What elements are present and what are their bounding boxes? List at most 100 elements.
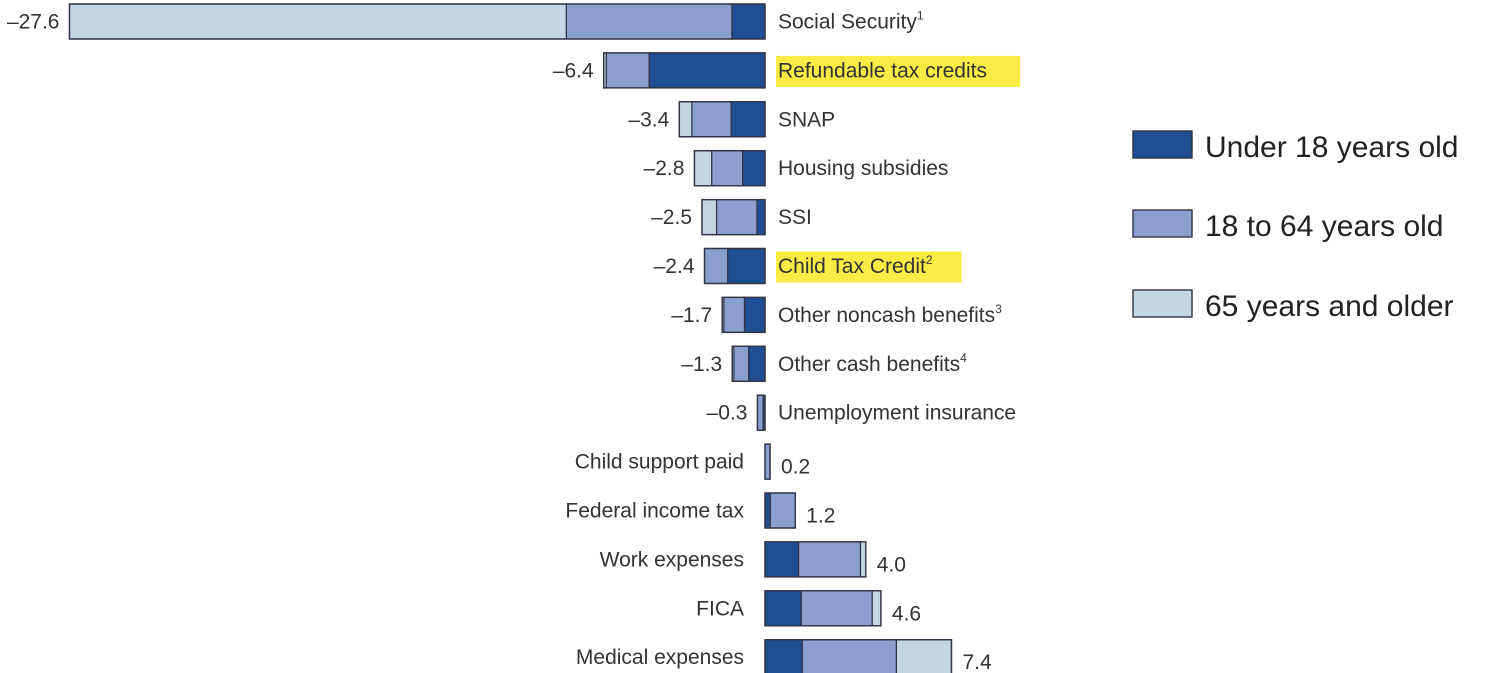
bar-medical-expenses-segment-18-to-64 [801, 639, 898, 673]
category-label-child-support-paid: Child support paid [575, 451, 744, 474]
category-label-federal-income-tax: Federal income tax [565, 500, 744, 523]
category-label-housing-subsidies: Housing subsidies [778, 157, 948, 180]
bar-unemployment-insurance-segment-18-to-64 [756, 394, 764, 431]
bar-child-tax-credit-segment-18-to-64 [703, 247, 729, 285]
bar-ssi-segment-65-and-older [701, 199, 718, 236]
row-ssi: SSI –2.5 [651, 198, 812, 236]
bar-refundable-tax-credits-segment-18-to-64 [605, 52, 650, 89]
legend-under-18-swatch [1132, 130, 1193, 159]
bar-medical-expenses-segment-under-18 [764, 639, 803, 673]
bar-social-security-segment-65-and-older [68, 3, 567, 40]
bar-housing-subsidies-segment-under-18 [742, 150, 766, 187]
legend-18-to-64-swatch [1132, 209, 1193, 238]
row-social-security: Social Security1 –27.6 [7, 3, 924, 40]
row-child-support-paid: Child support paid 0.2 [575, 443, 810, 480]
value-label-work-expenses: 4.0 [877, 553, 906, 576]
bar-social-security-segment-under-18 [731, 3, 766, 40]
legend-under-18: Under 18 years old [1132, 130, 1458, 164]
row-federal-income-tax: Federal income tax 1.2 [565, 492, 835, 529]
bar-fica-segment-18-to-64 [800, 590, 873, 627]
bar-federal-income-tax-segment-under-18 [764, 492, 771, 529]
value-label-unemployment-insurance: –0.3 [707, 402, 748, 425]
bar-social-security-segment-18-to-64 [565, 3, 733, 40]
bar-other-cash-benefits-segment-under-18 [748, 345, 766, 382]
bar-work-expenses-segment-65-and-older [859, 541, 867, 578]
bar-snap-segment-65-and-older [678, 101, 693, 138]
bar-snap-segment-18-to-64 [691, 101, 732, 138]
bar-housing-subsidies-segment-18-to-64 [711, 150, 744, 187]
bar-outline-child-support-paid [764, 443, 771, 480]
value-label-other-noncash-benefits: –1.7 [671, 304, 712, 327]
bar-other-cash-benefits-segment-18-to-64 [733, 345, 750, 382]
legend: Under 18 years old 18 to 64 years old 65 y… [1132, 130, 1458, 323]
row-medical-expenses: Medical expenses 7.4 [576, 639, 993, 673]
bar-fica-segment-65-and-older [871, 590, 882, 627]
value-label-federal-income-tax: 1.2 [806, 505, 835, 528]
bar-outline-child-tax-credit [703, 247, 766, 285]
bar-outline-housing-subsidies [693, 149, 766, 187]
row-fica: FICA 4.6 [696, 590, 921, 627]
bar-snap-segment-under-18 [730, 101, 766, 138]
legend-65-and-older-label: 65 years and older [1205, 290, 1454, 323]
value-label-fica: 4.6 [892, 602, 921, 625]
bar-outline-snap [678, 101, 766, 138]
bar-outline-other-noncash-benefits [721, 296, 766, 334]
category-label-other-noncash-benefits: Other noncash benefits3 [778, 302, 1002, 327]
bar-work-expenses-segment-18-to-64 [797, 541, 862, 578]
legend-65-and-older: 65 years and older [1132, 289, 1454, 323]
category-text-unemployment-insurance: Unemployment insurance [778, 402, 1016, 425]
bar-outline-fica [764, 590, 882, 627]
bar-outline-federal-income-tax [764, 492, 796, 529]
highlight-refundable-tax-credits [776, 55, 1021, 87]
category-text-refundable-tax-credits: Refundable tax credits [778, 59, 987, 82]
category-label-fica: FICA [696, 597, 744, 620]
footnote-other-cash-benefits: 4 [960, 351, 967, 365]
bar-other-noncash-benefits-segment-18-to-64 [723, 296, 746, 333]
row-unemployment-insurance: Unemployment insurance –0.3 [707, 394, 1016, 431]
category-text-other-cash-benefits: Other cash benefits [778, 353, 960, 376]
category-label-unemployment-insurance: Unemployment insurance [778, 402, 1016, 425]
row-child-tax-credit: Child Tax Credit2 –2.4 [654, 247, 962, 285]
row-housing-subsidies: Housing subsidies –2.8 [644, 149, 948, 187]
value-label-housing-subsidies: –2.8 [644, 157, 685, 180]
value-label-child-tax-credit: –2.4 [654, 255, 695, 278]
legend-65-and-older-swatch [1132, 289, 1193, 318]
bar-child-support-paid-segment-18-to-64 [764, 443, 771, 480]
category-text-ssi: SSI [778, 206, 812, 229]
highlight-child-tax-credit [776, 251, 962, 283]
category-text-child-tax-credit: Child Tax Credit [778, 255, 926, 278]
value-label-medical-expenses: 7.4 [963, 651, 993, 673]
value-label-snap: –3.4 [628, 108, 669, 131]
row-other-noncash-benefits: Other noncash benefits3 –1.7 [671, 296, 1002, 334]
category-label-ssi: SSI [778, 206, 812, 229]
category-text-social-security: Social Security [778, 11, 917, 34]
category-label-refundable-tax-credits: Refundable tax credits [778, 59, 987, 82]
value-label-ssi: –2.5 [651, 206, 692, 229]
legend-under-18-label: Under 18 years old [1205, 131, 1458, 164]
category-label-social-security: Social Security1 [778, 9, 924, 34]
category-label-work-expenses: Work expenses [600, 548, 744, 571]
value-label-refundable-tax-credits: –6.4 [553, 59, 594, 82]
legend-18-to-64-label: 18 to 64 years old [1205, 210, 1444, 243]
bar-outline-social-security [68, 3, 766, 40]
bar-ssi-segment-under-18 [756, 199, 766, 236]
category-label-child-tax-credit: Child Tax Credit2 [778, 253, 933, 278]
bar-fica-segment-under-18 [764, 590, 802, 627]
value-label-other-cash-benefits: –1.3 [681, 353, 722, 376]
bar-refundable-tax-credits-segment-under-18 [648, 52, 766, 89]
value-label-social-security: –27.6 [7, 11, 60, 34]
bar-child-tax-credit-segment-under-18 [727, 247, 766, 285]
bar-outline-medical-expenses [764, 639, 953, 673]
category-text-housing-subsidies: Housing subsidies [778, 157, 948, 180]
bar-outline-work-expenses [764, 541, 867, 578]
bar-ssi-segment-18-to-64 [715, 199, 758, 236]
category-label-snap: SNAP [778, 108, 835, 131]
bar-outline-other-cash-benefits [731, 345, 766, 382]
row-refundable-tax-credits: Refundable tax credits –6.4 [553, 52, 1021, 89]
bar-other-noncash-benefits-segment-under-18 [743, 296, 766, 333]
chart-rows: Social Security1 –27.6 Refundable tax cred… [7, 3, 1021, 673]
value-label-child-support-paid: 0.2 [781, 456, 810, 479]
category-label-other-cash-benefits: Other cash benefits4 [778, 351, 967, 376]
footnote-other-noncash-benefits: 3 [995, 302, 1002, 316]
